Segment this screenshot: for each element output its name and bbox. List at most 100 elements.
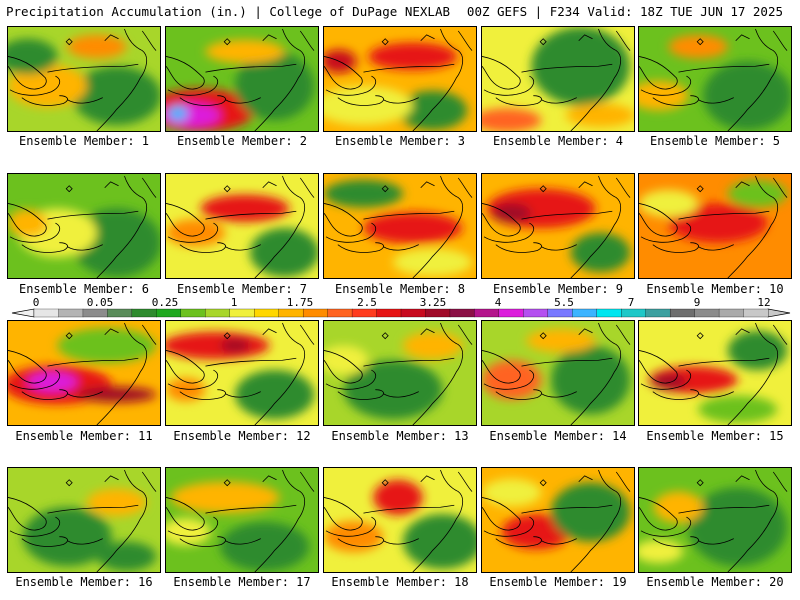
- boundary-line: [383, 244, 419, 251]
- boundary-line: [67, 244, 103, 251]
- precip-blob: [86, 488, 147, 517]
- precip-blob: [639, 189, 699, 218]
- boundary-line: [412, 469, 464, 572]
- precip-blob: [551, 345, 631, 415]
- precip-field: [8, 468, 160, 572]
- member-caption: Ensemble Member: 5: [649, 134, 781, 148]
- boundary-line: [521, 210, 613, 220]
- colorbar-segment: [205, 308, 231, 318]
- boundary-line: [457, 324, 473, 345]
- ensemble-map-panel: [7, 467, 161, 573]
- colorbar-segment: [82, 308, 108, 318]
- boundary-line: [262, 328, 277, 336]
- lake-nipigon-outline: [381, 479, 389, 487]
- boundary-line: [772, 471, 788, 492]
- boundary-line: [324, 56, 363, 90]
- map-outlines: [8, 322, 157, 425]
- map-outlines: [8, 28, 157, 131]
- precip-field: [482, 321, 634, 425]
- map-outlines: [166, 322, 315, 425]
- precip-blob: [170, 481, 280, 514]
- boundary-line: [225, 538, 261, 545]
- boundary-line: [205, 504, 297, 514]
- boundary-line: [521, 63, 613, 73]
- precip-field: [8, 27, 160, 131]
- member-caption: Ensemble Member: 10: [646, 282, 784, 296]
- colorbar-tick-label: 1.75: [287, 296, 314, 309]
- colorbar-segment: [58, 308, 84, 318]
- precip-blob: [368, 42, 458, 71]
- boundary-line: [166, 203, 205, 237]
- boundary-line: [615, 30, 631, 51]
- precip-blob: [491, 203, 532, 224]
- boundary-line: [640, 75, 692, 96]
- colorbar-segment: [376, 308, 402, 318]
- boundary-line: [521, 504, 613, 514]
- boundary-line: [324, 497, 363, 531]
- precip-field: [324, 321, 476, 425]
- precip-field: [166, 27, 318, 131]
- boundary-line: [8, 203, 47, 237]
- boundary-line: [570, 322, 622, 425]
- ensemble-map-panel: [7, 320, 161, 426]
- boundary-line: [483, 369, 535, 390]
- boundary-line: [47, 504, 139, 514]
- member-caption: Ensemble Member: 6: [18, 282, 150, 296]
- lake-nipigon-outline: [539, 185, 547, 193]
- boundary-line: [483, 75, 535, 96]
- boundary-line: [104, 475, 119, 483]
- colorbar-tick-label: 12: [757, 296, 770, 309]
- boundary-line: [21, 536, 68, 547]
- colorbar-tick-label: 3.25: [420, 296, 447, 309]
- boundary-line: [47, 210, 139, 220]
- lake-nipigon-outline: [381, 185, 389, 193]
- boundary-line: [104, 34, 119, 42]
- precip-blob: [501, 514, 571, 550]
- lake-nipigon-outline: [65, 332, 73, 340]
- boundary-line: [9, 516, 61, 537]
- boundary-line: [166, 497, 205, 531]
- boundary-line: [578, 328, 593, 336]
- precip-blob: [96, 541, 157, 572]
- precip-blob: [57, 327, 157, 364]
- boundary-line: [337, 95, 384, 106]
- boundary-line: [678, 210, 770, 220]
- precip-field: [166, 174, 318, 278]
- ensemble-map-panel: [481, 320, 635, 426]
- boundary-line: [96, 469, 148, 572]
- lake-nipigon-outline: [381, 38, 389, 46]
- boundary-line: [205, 63, 297, 73]
- boundary-line: [166, 56, 205, 90]
- colorbar-tick-label: 5.5: [554, 296, 574, 309]
- lake-nipigon-outline: [65, 479, 73, 487]
- boundary-line: [727, 28, 779, 131]
- map-outlines: [482, 322, 631, 425]
- map-outlines: [324, 175, 473, 278]
- boundary-line: [9, 369, 61, 390]
- boundary-line: [678, 357, 770, 367]
- boundary-line: [9, 75, 61, 96]
- lake-nipigon-outline: [696, 38, 704, 46]
- member-caption: Ensemble Member: 18: [331, 575, 469, 589]
- precip-blob: [8, 38, 58, 75]
- boundary-line: [772, 177, 788, 198]
- colorbar-left-arrow: [11, 308, 35, 318]
- boundary-line: [179, 95, 226, 106]
- lake-nipigon-outline: [223, 479, 231, 487]
- colorbar-segment: [400, 308, 426, 318]
- boundary-line: [482, 350, 521, 384]
- member-caption: Ensemble Member: 3: [334, 134, 466, 148]
- member-caption: Ensemble Member: 1: [18, 134, 150, 148]
- map-outlines: [166, 469, 315, 572]
- boundary-line: [578, 34, 593, 42]
- boundary-line: [225, 244, 261, 251]
- ensemble-map-panel: [323, 467, 477, 573]
- precip-field: [324, 174, 476, 278]
- boundary-line: [8, 350, 47, 384]
- colorbar-segment: [694, 308, 720, 318]
- map-outlines: [482, 469, 631, 572]
- colorbar-segment: [156, 308, 182, 318]
- precip-blob: [402, 514, 476, 570]
- page-title: Precipitation Accumulation (in.) | Colle…: [6, 4, 451, 19]
- boundary-line: [639, 203, 678, 237]
